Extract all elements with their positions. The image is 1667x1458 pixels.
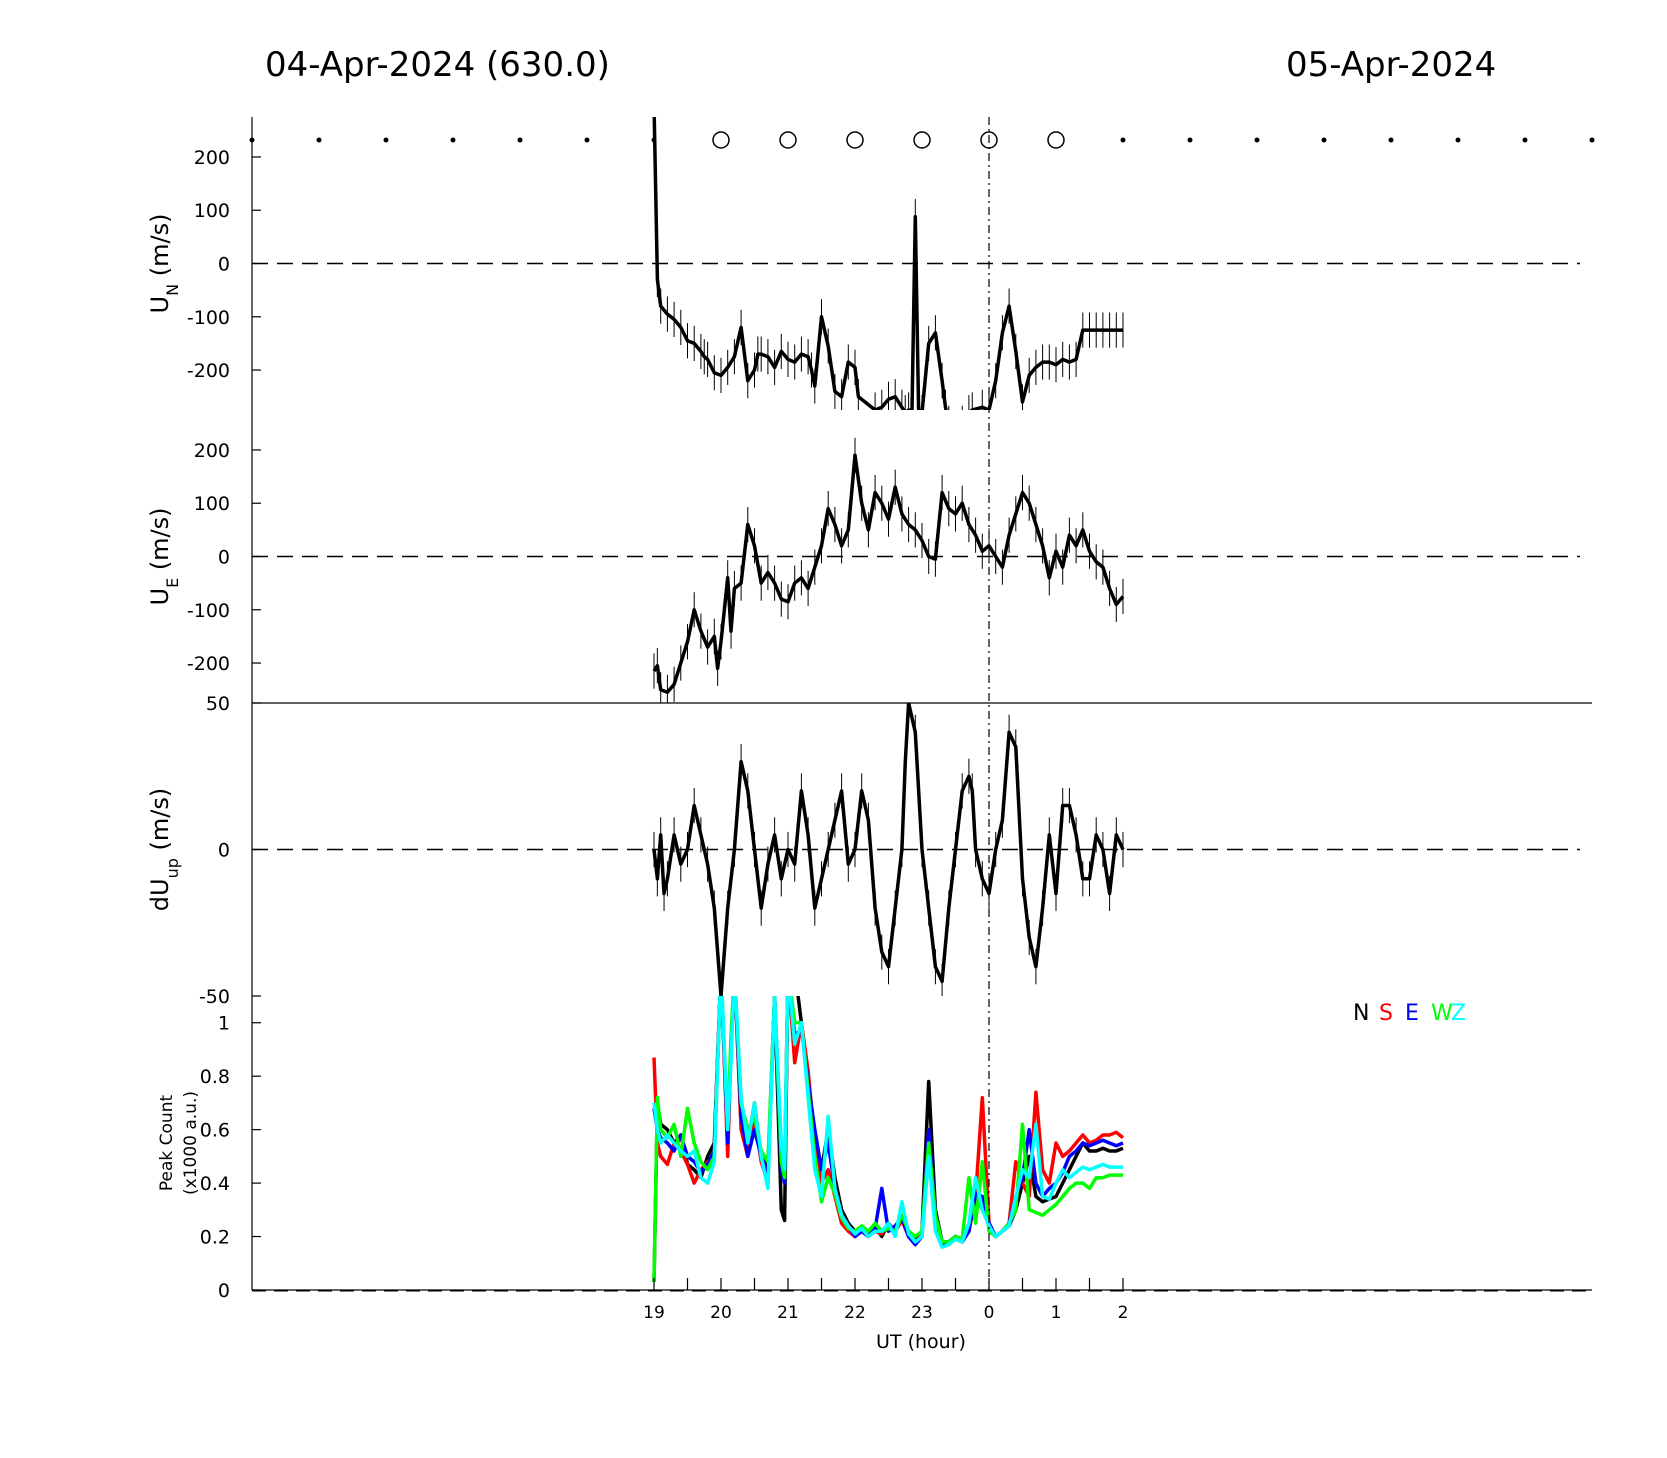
y-axis-title-line2: (x1000 a.u.): [181, 1091, 201, 1195]
y-axis-title-sub: up: [163, 858, 182, 878]
y-tick-label: -100: [187, 600, 230, 622]
x-tick-label: 21: [777, 1303, 799, 1323]
x-tick-label: 20: [710, 1303, 732, 1323]
series-line-ue: [652, 453, 1125, 695]
sky-marker-dot: [517, 137, 523, 143]
y-axis-title-unit: (m/s): [146, 507, 174, 577]
sky-marker-dot: [450, 137, 456, 143]
sky-marker-dot: [1388, 137, 1394, 143]
y-axis-title: dUup (m/s): [146, 788, 182, 911]
legend-w: W: [1431, 1001, 1453, 1026]
x-tick-label: 1: [1051, 1303, 1062, 1323]
series-line-duup: [652, 703, 1125, 996]
sky-marker-circle: [712, 131, 730, 149]
y-axis-title-main: U: [146, 296, 174, 314]
y-axis-title-sub: N: [163, 284, 182, 296]
sky-marker-dot: [1522, 137, 1528, 143]
x-axis-title: UT (hour): [876, 1331, 966, 1353]
sky-marker-circle: [980, 131, 998, 149]
y-tick-label: -200: [187, 653, 230, 675]
sky-marker-circle: [913, 131, 931, 149]
y-tick-label: 0: [218, 547, 230, 569]
sky-marker-dot: [249, 137, 255, 143]
sky-marker-dot: [584, 137, 590, 143]
y-axis-title-main: U: [146, 588, 174, 606]
plot-area: [652, 996, 1125, 1283]
x-tick-label: 19: [643, 1303, 665, 1323]
y-axis-title-unit: (m/s): [146, 788, 174, 858]
plot-area: [652, 703, 1125, 996]
y-tick-label: 200: [194, 440, 230, 462]
legend-z: Z: [1451, 1001, 1466, 1026]
y-tick-label: 50: [206, 693, 230, 715]
legend: N S E W Z: [1353, 1001, 1466, 1026]
sky-marker-dot: [383, 137, 389, 143]
x-tick-label: 22: [844, 1303, 866, 1323]
y-axis-title-main: dU: [146, 878, 174, 911]
series-line-z: [652, 996, 1123, 1249]
panel-un: 200 100 0 -100 -200 UN (m/s): [146, 117, 1580, 410]
y-tick-label: 0: [218, 840, 230, 862]
plot-area: [652, 117, 1124, 410]
y-tick-label: 200: [194, 147, 230, 169]
y-tick-label: -100: [187, 307, 230, 329]
panel-duup: 50 0 -50 dUup (m/s): [146, 693, 1580, 1008]
y-tick-label: 100: [194, 493, 230, 515]
sky-marker-circle: [846, 131, 864, 149]
y-tick-label: 0: [218, 1280, 230, 1302]
plot-area: [652, 437, 1125, 703]
y-tick-label: -50: [199, 986, 230, 1008]
panel-peakcount: 1 0.8 0.6 0.4 0.2 0 Peak Count (x1000 a.u.): [157, 996, 1125, 1302]
series-line-un: [652, 117, 1123, 410]
y-axis-title: UE (m/s): [146, 507, 182, 605]
y-tick-label: 0.2: [200, 1227, 230, 1249]
x-tick-label: 23: [911, 1303, 933, 1323]
y-tick-label: 0.4: [200, 1173, 230, 1195]
legend-n: N: [1353, 1001, 1369, 1026]
y-tick-label: 100: [194, 200, 230, 222]
x-tick-label: 2: [1118, 1303, 1129, 1323]
x-tick-label: 0: [984, 1303, 995, 1323]
sky-marker-dot: [1187, 137, 1193, 143]
y-axis-title-unit: (m/s): [146, 214, 174, 284]
legend-e: E: [1405, 1001, 1419, 1026]
sky-marker-circle: [779, 131, 797, 149]
sky-marker-circle: [1047, 131, 1065, 149]
sky-marker-dot: [651, 137, 657, 143]
right-date-title: 05-Apr-2024: [1286, 45, 1496, 85]
y-axis-title-line1: Peak Count: [157, 1095, 177, 1192]
sky-marker-dot: [1254, 137, 1260, 143]
y-tick-label: 0: [218, 254, 230, 276]
sky-marker-dot: [1589, 137, 1595, 143]
y-tick-label: 1: [218, 1013, 230, 1035]
y-axis-title: UN (m/s): [146, 214, 182, 314]
sky-marker-dot: [316, 137, 322, 143]
y-tick-label: 0.8: [200, 1066, 230, 1088]
sky-marker-dot: [1455, 137, 1461, 143]
sky-marker-dot: [1120, 137, 1126, 143]
y-axis-title-sub: E: [163, 578, 182, 588]
y-tick-label: -200: [187, 360, 230, 382]
y-tick-label: 0.6: [200, 1120, 230, 1142]
panel-ue: 200 100 0 -100 -200 UE (m/s): [146, 410, 1580, 703]
left-date-title: 04-Apr-2024 (630.0): [265, 45, 610, 85]
legend-s: S: [1379, 1001, 1393, 1026]
sky-marker-dot: [1321, 137, 1327, 143]
